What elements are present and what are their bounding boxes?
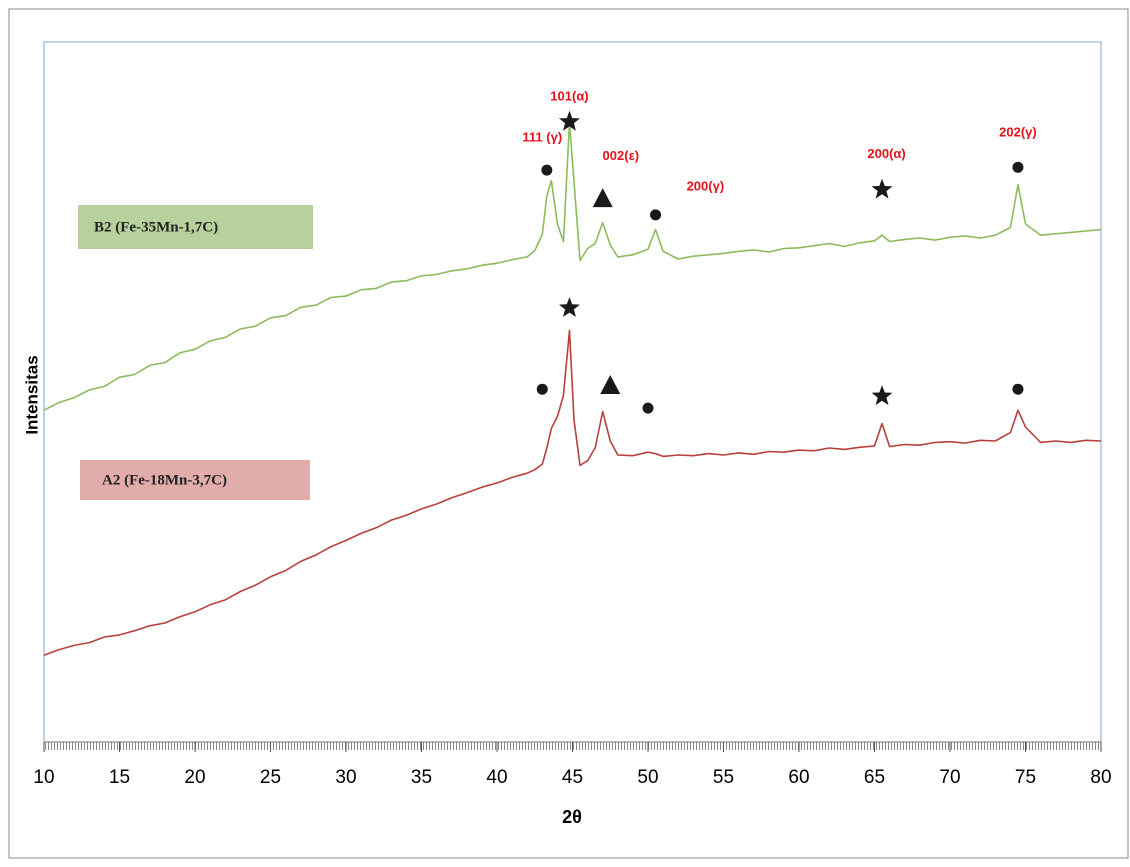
- phase-marker: [871, 178, 893, 199]
- x-tick-label: 60: [788, 767, 809, 788]
- phase-marker: [559, 297, 580, 317]
- series-label: A2 (Fe-18Mn-3,7C): [80, 460, 310, 500]
- series-label-box: [80, 460, 310, 500]
- phase-marker: [1012, 383, 1024, 395]
- peak-annotation: 002(ε): [603, 148, 640, 163]
- x-tick-label: 65: [864, 767, 885, 788]
- phase-marker: [600, 375, 621, 394]
- x-tick-label: 10: [33, 767, 54, 788]
- phase-marker: [541, 164, 553, 176]
- x-tick-label: 20: [184, 767, 205, 788]
- phase-marker: [642, 402, 654, 414]
- x-tick-label: 40: [486, 767, 507, 788]
- peak-annotation: 101(α): [550, 89, 588, 104]
- x-tick-label: 25: [260, 767, 281, 788]
- x-axis-label: 2θ: [562, 807, 582, 827]
- phase-marker: [650, 209, 662, 221]
- legend-entry: A2 (Fe-18Mn-3,7C): [102, 472, 227, 488]
- x-tick-label: 55: [713, 767, 734, 788]
- data-line: [43, 121, 1102, 411]
- phase-marker: [871, 385, 893, 406]
- peak-annotation: 200(γ): [687, 178, 725, 193]
- peak-annotation: 111 (γ): [522, 129, 562, 144]
- phase-marker: [536, 383, 548, 395]
- data-line: [43, 329, 1102, 656]
- y-axis-label: Intensitas: [22, 355, 41, 434]
- series-label-box: [78, 205, 313, 249]
- x-tick-label: 35: [411, 767, 432, 788]
- peak-annotation: 202(γ): [999, 124, 1037, 139]
- x-tick-label: 30: [335, 767, 356, 788]
- legend-entry: B2 (Fe-35Mn-1,7C): [94, 219, 218, 235]
- phase-marker: [1012, 161, 1024, 173]
- peak-annotation: 200(α): [867, 146, 905, 161]
- x-tick-label: 80: [1090, 767, 1111, 788]
- x-tick-label: 75: [1015, 767, 1036, 788]
- phase-marker: [592, 188, 613, 208]
- x-tick-label: 45: [562, 767, 583, 788]
- x-tick-label: 70: [939, 767, 960, 788]
- phase-marker: [559, 110, 580, 131]
- x-tick-label: 50: [637, 767, 658, 788]
- series-label: B2 (Fe-35Mn-1,7C): [78, 205, 313, 249]
- x-tick-label: 15: [109, 767, 130, 788]
